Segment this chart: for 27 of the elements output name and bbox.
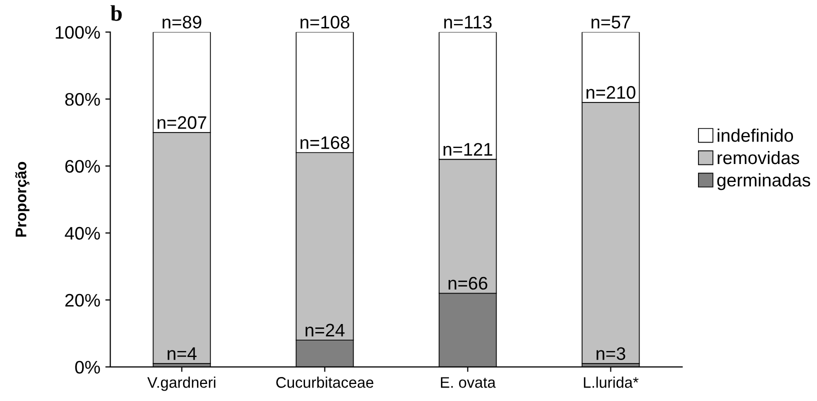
x-tick-label: Cucurbitaceae [276,376,374,388]
x-tick-label: V.gardneri [147,376,216,391]
chart-title: b [110,5,122,21]
y-tick-label: 20% [65,294,100,307]
annotation: n=24 [306,324,345,336]
annotation: n=168 [300,136,350,150]
annotation: n=4 [168,347,197,360]
annotation: n=3 [596,347,626,360]
annotation: n=113 [444,16,492,29]
y-tick-label: 40% [64,226,100,240]
annotation: n=89 [162,16,202,29]
x-tick-label: E. ovata [440,377,496,388]
legend-label: germinadas [717,173,810,190]
y-tick-label: 100% [56,26,100,39]
legend-label: indefinido [718,128,794,142]
y-tick-label: 60% [65,160,100,173]
annotation: n=121 [444,142,492,156]
legend-label: removidas [718,150,800,164]
annotation: n=66 [448,276,488,290]
y-tick-label: 0% [75,360,100,374]
x-tick-label: L.lurida* [584,376,638,388]
y-axis-title: Proporção [15,162,30,237]
annotation: n=108 [300,16,350,29]
annotation: n=207 [158,116,206,129]
annotation: n=57 [592,16,630,29]
y-tick-label: 80% [65,92,100,106]
annotation: n=210 [586,86,636,99]
